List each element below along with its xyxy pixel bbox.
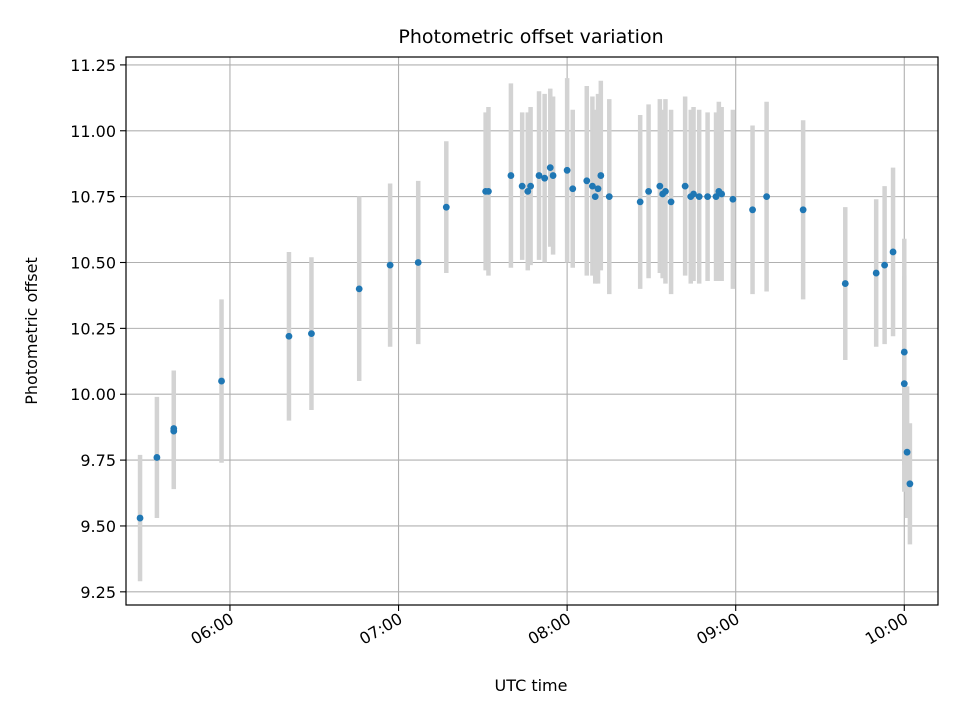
y-tick-label: 11.25: [70, 56, 116, 75]
data-point: [583, 177, 591, 185]
data-point: [712, 193, 720, 201]
data-point: [729, 195, 737, 203]
data-point: [549, 172, 557, 179]
data-point: [667, 198, 675, 206]
plot-area-frame: [125, 56, 939, 606]
data-point: [541, 174, 549, 182]
chart-title: Photometric offset variation: [398, 26, 663, 48]
y-tick-label: 9.75: [80, 451, 116, 470]
data-point: [442, 203, 450, 211]
y-tick-label: 10.75: [70, 188, 116, 207]
data-point: [605, 193, 613, 201]
data-point: [594, 185, 602, 193]
y-tick-label: 11.00: [70, 122, 116, 141]
y-axis-ticks: 9.25 9.50 9.75 10.00 10.25 10.50 10.75 11.00 11.…: [70, 56, 126, 602]
data-point: [799, 206, 807, 214]
x-tick-label: 06:00: [188, 609, 237, 649]
y-axis-label: Photometric offset: [22, 257, 41, 405]
data-point: [563, 166, 571, 174]
y-tick-label: 9.25: [80, 583, 116, 602]
data-point-layer: [136, 164, 914, 522]
data-point: [485, 187, 492, 195]
data-point: [527, 182, 534, 190]
data-point: [841, 280, 849, 287]
y-tick-label: 9.50: [80, 517, 116, 536]
data-point: [695, 193, 703, 201]
x-axis-label: UTC time: [495, 676, 568, 695]
data-point: [355, 285, 363, 293]
data-point: [906, 480, 914, 488]
x-axis-ticks: 06:00 07:00 08:00 09:00 10:00: [188, 605, 911, 649]
data-point: [386, 261, 394, 269]
data-point: [518, 182, 526, 190]
data-point: [662, 187, 669, 195]
data-point: [546, 164, 554, 172]
data-point: [881, 261, 889, 269]
data-point: [704, 193, 712, 201]
data-point: [507, 172, 515, 179]
x-tick-label: 07:00: [356, 609, 405, 649]
data-point: [718, 190, 726, 198]
data-point: [285, 332, 293, 340]
data-point: [153, 454, 161, 461]
data-point: [690, 190, 697, 198]
data-point: [569, 185, 577, 193]
data-point: [170, 425, 178, 432]
data-point: [903, 448, 911, 456]
data-point: [656, 182, 664, 190]
error-bar-layer: [137, 78, 913, 582]
data-point: [763, 193, 771, 201]
y-tick-label: 10.50: [70, 254, 116, 273]
data-point: [900, 380, 908, 388]
x-tick-label: 10:00: [862, 609, 911, 649]
y-tick-label: 10.00: [70, 385, 116, 404]
data-point: [591, 193, 599, 201]
data-point: [218, 377, 225, 385]
data-point: [645, 187, 653, 195]
x-tick-label: 09:00: [693, 609, 742, 649]
data-point: [136, 514, 144, 522]
data-point: [414, 259, 422, 266]
data-point: [308, 330, 315, 338]
data-point: [597, 172, 605, 179]
data-point: [636, 198, 644, 206]
x-tick-label: 08:00: [525, 609, 574, 649]
data-point: [524, 187, 532, 195]
data-point: [681, 182, 689, 190]
data-point: [535, 172, 543, 179]
data-point: [749, 206, 756, 214]
y-tick-label: 10.25: [70, 319, 116, 338]
data-point: [889, 248, 897, 256]
data-point: [589, 182, 596, 190]
data-point: [900, 348, 908, 356]
data-point: [872, 269, 880, 277]
